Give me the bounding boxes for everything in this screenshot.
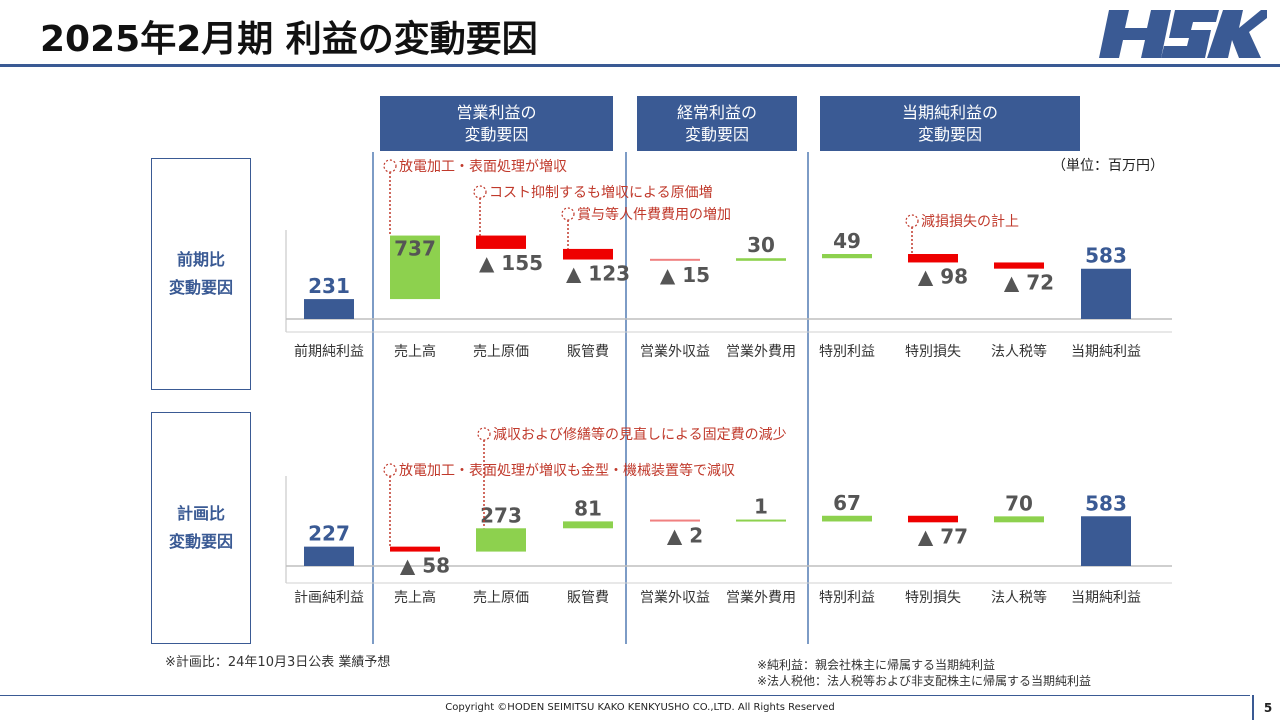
annotation-text: 減損損失の計上 (921, 213, 1019, 230)
page-number: 5 (1252, 695, 1280, 720)
waterfall-bar (994, 262, 1044, 269)
category-label: 営業外費用 (726, 590, 796, 606)
value-label: 273 (480, 503, 522, 527)
category-label: 営業外収益 (640, 344, 710, 360)
annotation-marker (473, 185, 487, 199)
waterfall-bar (390, 235, 440, 300)
category-label: 法人税等 (991, 589, 1047, 606)
waterfall-bar (822, 515, 872, 522)
waterfall-bar (390, 546, 440, 552)
unit-label: （単位：百万円） (1052, 158, 1164, 174)
annotation-text: コスト抑制するも増収による原価増 (489, 185, 713, 201)
category-label: 販管費 (567, 344, 609, 360)
category-label: 当期純利益 (1071, 344, 1141, 360)
category-label: 売上高 (394, 589, 436, 606)
group-header-net: 当期純利益の 変動要因 (820, 96, 1080, 151)
category-label: 売上原価 (473, 344, 529, 360)
waterfall-bar (563, 248, 613, 260)
value-label: ▲ 155 (479, 251, 543, 275)
waterfall-bar (994, 516, 1044, 523)
value-label: 67 (833, 491, 861, 515)
category-label: 特別損失 (905, 344, 961, 360)
value-label: ▲ 98 (918, 264, 968, 288)
category-label: 特別利益 (819, 590, 875, 606)
value-label: ▲ 123 (566, 262, 630, 286)
category-label: 法人税等 (991, 343, 1047, 360)
annotation-text: 放電加工・表面処理が増収 (399, 159, 567, 175)
annotation-marker (905, 214, 919, 228)
waterfall-bar (1081, 268, 1131, 319)
group-header-ordinary: 経常利益の 変動要因 (637, 96, 797, 151)
value-label: 49 (833, 229, 861, 253)
annotation-marker (477, 427, 491, 441)
value-label: ▲ 72 (1004, 271, 1054, 295)
category-label: 計画純利益 (294, 590, 364, 606)
waterfall-bar (736, 519, 786, 522)
copyright: Copyright ©HODEN SEIMITSU KAKO KENKYUSHO… (445, 702, 835, 713)
waterfall-bar (476, 528, 526, 552)
value-label: 583 (1085, 491, 1127, 515)
waterfall-bar (908, 515, 958, 523)
value-label: 30 (747, 233, 775, 257)
value-label: ▲ 2 (667, 524, 703, 548)
value-label: ▲ 77 (918, 524, 968, 548)
value-label: 583 (1085, 244, 1127, 268)
value-label: 227 (308, 522, 350, 546)
waterfall-bar (563, 521, 613, 529)
value-label: ▲ 58 (400, 554, 450, 578)
annotation-marker (383, 159, 397, 173)
page-title: 2025年2月期 利益の変動要因 (40, 19, 538, 60)
value-label: 737 (394, 237, 436, 261)
waterfall-bar (650, 519, 700, 522)
footnote-net-income: ※純利益：親会社株主に帰属する当期純利益 (757, 658, 996, 672)
category-label: 販管費 (567, 590, 609, 606)
annotation-text: 賞与等人件費費用の増加 (577, 206, 731, 223)
group-divider-1 (372, 152, 374, 644)
waterfall-bar (650, 258, 700, 261)
annotation-marker (383, 463, 397, 477)
company-logo (1099, 10, 1267, 58)
category-label: 売上高 (394, 343, 436, 360)
value-label: 70 (1005, 491, 1033, 515)
waterfall-bar (908, 254, 958, 263)
footnote-plan: ※計画比：24年10月3日公表 業績予想 (165, 655, 391, 670)
category-label: 売上原価 (473, 590, 529, 606)
category-label: 営業外収益 (640, 590, 710, 606)
group-divider-3 (807, 152, 809, 644)
waterfall-bar (822, 254, 872, 259)
title-divider (0, 64, 1280, 67)
value-label: 81 (574, 496, 602, 520)
annotation-text: 放電加工・表面処理が増収も金型・機械装置等で減収 (399, 462, 735, 479)
value-label: ▲ 15 (660, 263, 710, 287)
waterfall-bar (736, 258, 786, 261)
row-label-prior-year: 前期比 変動要因 (151, 158, 251, 390)
waterfall-bar (1081, 516, 1131, 566)
group-header-operating: 営業利益の 変動要因 (380, 96, 613, 151)
category-label: 特別利益 (819, 344, 875, 360)
footnote-tax: ※法人税他：法人税等および非支配株主に帰属する当期純利益 (757, 674, 1092, 688)
category-label: 前期純利益 (294, 343, 364, 360)
row-label-plan: 計画比 変動要因 (151, 412, 251, 644)
waterfall-bar (304, 546, 354, 566)
waterfall-bar (476, 235, 526, 249)
annotation-text: 減収および修繕等の見直しによる固定費の減少 (493, 426, 787, 443)
category-label: 当期純利益 (1071, 590, 1141, 606)
annotation-marker (561, 207, 575, 221)
value-label: 231 (308, 274, 350, 298)
group-divider-2 (625, 152, 627, 644)
category-label: 特別損失 (905, 590, 961, 606)
footer-divider (0, 695, 1250, 696)
value-label: 1 (754, 495, 768, 519)
category-label: 営業外費用 (726, 344, 796, 360)
waterfall-bar (304, 299, 354, 319)
